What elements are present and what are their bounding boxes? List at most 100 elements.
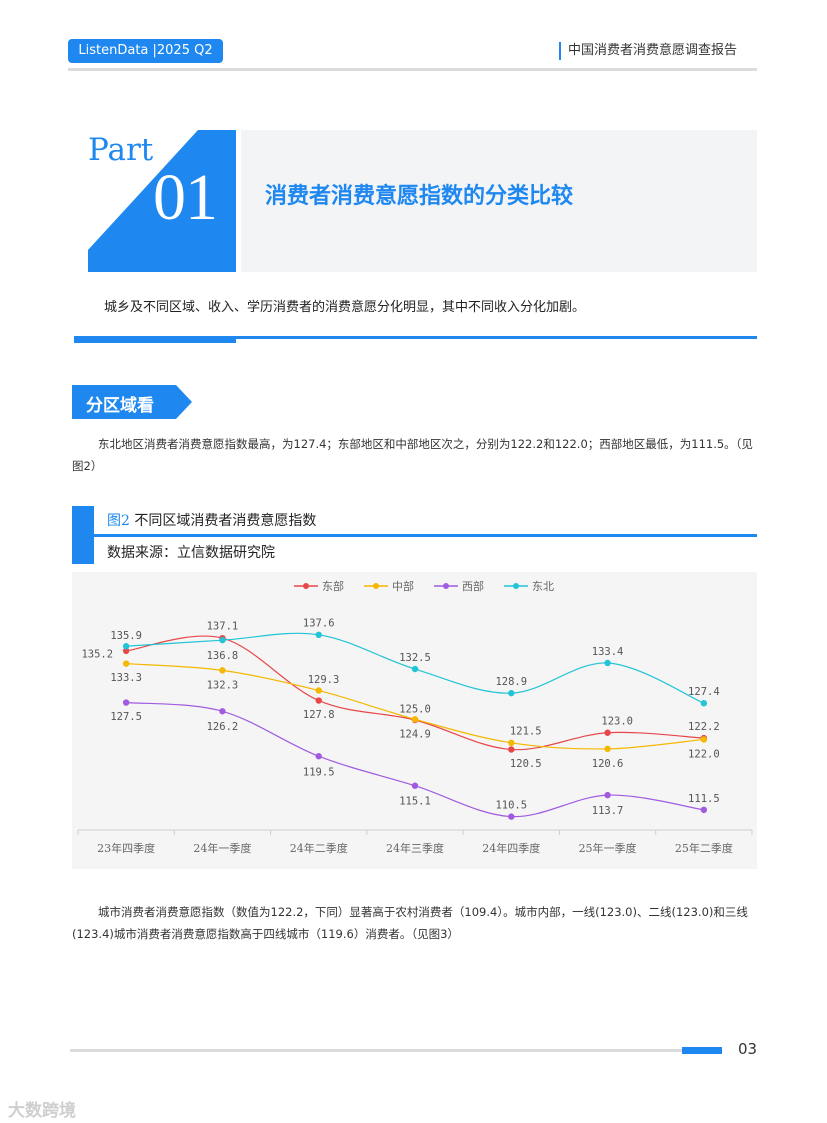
data-label: 135.2	[81, 649, 113, 661]
data-point	[604, 659, 611, 667]
intro-divider	[74, 336, 757, 339]
data-label: 128.9	[495, 676, 527, 688]
data-label: 122.2	[688, 721, 720, 733]
part-title-panel	[241, 130, 757, 272]
x-tick-label: 24年四季度	[482, 841, 540, 855]
data-point	[122, 660, 130, 667]
data-point	[122, 699, 130, 706]
data-label: 127.8	[303, 709, 335, 721]
data-point	[604, 729, 611, 736]
data-label: 124.9	[399, 728, 431, 740]
data-label: 110.5	[495, 800, 527, 812]
data-label: 122.0	[688, 749, 720, 761]
data-label: 120.5	[510, 758, 542, 770]
report-badge: ListenData |2025 Q2	[68, 39, 223, 63]
x-tick-label: 24年一季度	[193, 841, 251, 855]
data-label: 137.6	[303, 618, 335, 630]
data-point	[219, 636, 226, 644]
figure-caption-line	[94, 534, 757, 537]
data-point	[315, 697, 322, 704]
data-label: 127.5	[110, 711, 142, 723]
figure-title-text: 不同区域消费者消费意愿指数	[134, 513, 317, 529]
intro-divider-accent	[74, 336, 236, 343]
data-label: 127.4	[688, 686, 720, 698]
x-tick-label: 25年一季度	[579, 841, 637, 855]
data-point	[700, 736, 708, 743]
data-point	[411, 665, 419, 673]
data-label: 113.7	[592, 805, 624, 817]
data-label: 135.9	[110, 630, 142, 642]
watermark-logo: 大数跨境	[8, 1101, 76, 1121]
data-point	[315, 687, 322, 694]
part-intro: 城乡及不同区域、收入、学历消费者的消费意愿分化明显，其中不同收入分化加剧。	[104, 300, 586, 315]
data-point	[508, 739, 515, 746]
data-label: 132.5	[399, 652, 431, 664]
footer-line	[70, 1049, 682, 1052]
data-point	[315, 631, 322, 639]
data-label: 111.5	[688, 793, 720, 805]
data-label: 120.6	[592, 758, 624, 770]
region-index-chart: 23年四季度 24年一季度 24年二季度 24年三季度 24年四季度 25年一季度 25年二…	[72, 572, 757, 869]
region-paragraph: 东北地区消费者消费意愿指数最高，为127.4；东部地区和中部地区次之，分别为12…	[72, 433, 762, 477]
data-label: 133.3	[110, 672, 142, 684]
city-paragraph-line1: 城市消费者消费意愿指数（数值为122.2，下同）显著高于农村消费者（109.4）…	[98, 905, 748, 919]
x-tick-label: 24年二季度	[290, 841, 348, 855]
data-point	[315, 753, 322, 760]
data-point	[604, 745, 611, 753]
part-word: Part	[88, 132, 154, 168]
data-point	[700, 700, 708, 707]
data-point	[219, 667, 226, 674]
region-paragraph-line1: 东北地区消费者消费意愿指数最高，为127.4；东部地区和中部地区次之，分别为12…	[98, 437, 753, 451]
data-label: 125.0	[399, 704, 431, 716]
data-point	[700, 806, 708, 814]
data-point	[508, 813, 515, 820]
section-tag-shape	[72, 385, 192, 419]
legend-label: 东部	[322, 579, 344, 593]
x-tick-label: 24年三季度	[386, 841, 444, 855]
data-point	[411, 782, 419, 789]
data-label: 136.8	[207, 650, 239, 662]
part-triangle	[88, 130, 236, 272]
city-paragraph: 城市消费者消费意愿指数（数值为122.2，下同）显著高于农村消费者（109.4）…	[72, 901, 762, 945]
header-separator	[559, 42, 561, 60]
data-point	[604, 791, 611, 799]
report-title: 中国消费者消费意愿调查报告	[568, 43, 738, 58]
legend-label: 西部	[462, 579, 484, 593]
legend-marker	[303, 583, 309, 589]
figure-source: 数据来源：立信数据研究院	[107, 545, 275, 561]
legend-marker	[373, 583, 379, 589]
figure-caption-bar	[72, 506, 94, 564]
data-label: 115.1	[399, 795, 431, 807]
data-label: 121.5	[510, 726, 542, 738]
data-label: 129.3	[308, 674, 340, 686]
data-label: 119.5	[303, 767, 335, 779]
data-label: 133.4	[592, 646, 624, 658]
figure-number: 图2	[107, 513, 130, 529]
section-tag: 分区域看	[86, 396, 154, 416]
data-label: 132.3	[207, 679, 239, 691]
data-point	[411, 716, 419, 723]
data-point	[219, 708, 226, 715]
data-label: 137.1	[207, 620, 239, 632]
data-label: 123.0	[601, 716, 633, 728]
part-heading: 消费者消费意愿指数的分类比较	[265, 183, 574, 209]
x-tick-label: 23年四季度	[97, 841, 155, 855]
legend-label: 东北	[532, 580, 554, 593]
page-number: 03	[738, 1040, 758, 1058]
city-paragraph-line2: (123.4)城市消费者消费意愿指数高于四线城市（119.6）消费者。（见图3）	[72, 927, 459, 941]
legend-label: 中部	[392, 579, 414, 593]
data-point	[122, 647, 130, 655]
legend-marker	[513, 583, 519, 589]
data-label: 126.2	[207, 721, 239, 733]
header-divider	[68, 68, 757, 71]
data-point	[508, 746, 515, 753]
data-point	[508, 689, 515, 697]
footer-accent	[682, 1047, 722, 1054]
chart-svg: 23年四季度 24年一季度 24年二季度 24年三季度 24年四季度 25年一季度 25年二…	[77, 579, 753, 855]
legend-marker	[443, 583, 449, 589]
data-point	[122, 643, 130, 650]
part-number: 01	[153, 161, 218, 234]
figure-title: 图2 不同区域消费者消费意愿指数	[107, 510, 316, 530]
region-paragraph-line2: 图2）	[72, 459, 103, 473]
x-tick-label: 25年二季度	[675, 841, 733, 855]
